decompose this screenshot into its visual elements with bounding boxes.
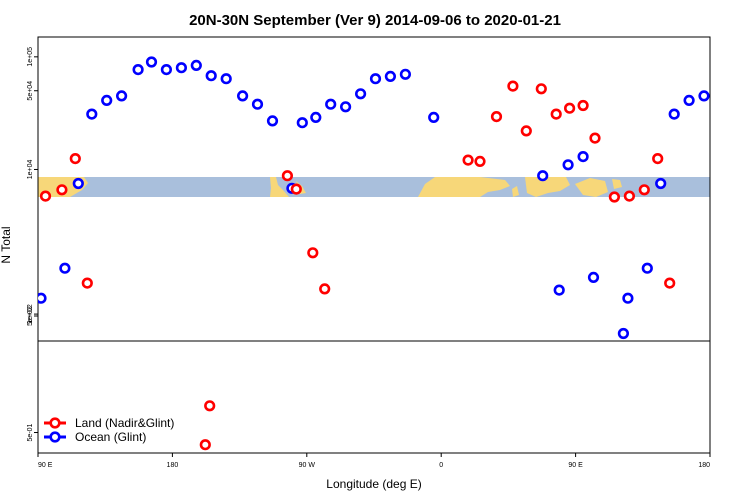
ocean-point <box>310 111 322 123</box>
ocean-point <box>325 98 337 110</box>
land-point <box>535 83 547 95</box>
ocean-point <box>132 63 144 76</box>
land-point <box>577 99 589 112</box>
ocean-point <box>355 88 367 100</box>
legend-swatch-ocean-marker <box>49 431 61 443</box>
ocean-point <box>72 177 84 190</box>
land-point <box>39 190 52 202</box>
ocean-point <box>296 117 308 129</box>
land-point <box>69 153 81 165</box>
ocean-point <box>101 94 113 106</box>
land-point <box>638 184 650 196</box>
plot-frame <box>37 36 711 454</box>
x-tick-label: 90 E <box>568 462 583 469</box>
y-tick-label: 1e+02 <box>27 304 34 324</box>
land-point <box>204 400 216 412</box>
ocean-point <box>160 63 172 76</box>
ocean-point <box>369 73 382 85</box>
ocean-point <box>205 70 217 82</box>
map-ocean <box>38 177 710 197</box>
ocean-point <box>617 327 630 340</box>
ocean-point <box>251 98 264 110</box>
ocean-point <box>428 111 440 123</box>
ocean-point <box>683 94 695 106</box>
data-points <box>38 56 750 451</box>
land-point <box>664 277 676 289</box>
land-point <box>462 154 474 166</box>
legend-swatch-land-marker <box>49 417 61 429</box>
ocean-point <box>59 262 71 274</box>
ocean-point <box>745 65 750 74</box>
chart-title: 20N-30N September (Ver 9) 2014-09-06 to … <box>189 12 561 29</box>
land-point <box>319 283 331 295</box>
land-point <box>608 191 621 203</box>
ocean-point <box>622 292 634 304</box>
y-tick-label: 5e-01 <box>27 423 34 441</box>
ocean-point <box>562 159 574 171</box>
y-tick-label: 5e+04 <box>27 81 34 101</box>
ocean-point <box>553 284 565 296</box>
ocean-point <box>577 151 589 163</box>
ocean-point <box>145 56 158 68</box>
land-point <box>507 80 519 92</box>
land-point <box>56 184 68 196</box>
land-point <box>307 247 319 259</box>
ocean-point <box>190 59 202 72</box>
ocean-point <box>220 73 232 85</box>
x-tick-label: 180 <box>167 462 179 469</box>
ocean-point <box>86 108 98 120</box>
ocean-point <box>175 62 187 74</box>
legend-label-ocean: Ocean (Glint) <box>75 430 146 444</box>
land-point <box>290 183 302 195</box>
land-point <box>199 439 211 451</box>
ocean-point <box>537 170 549 182</box>
ocean-point <box>384 70 397 82</box>
y-axis-title: N Total <box>0 226 13 263</box>
legend: Land (Nadir&Glint) Ocean (Glint) <box>44 416 174 444</box>
ocean-point <box>237 90 249 102</box>
ocean-point <box>115 90 128 102</box>
ocean-point <box>641 262 653 274</box>
legend-label-land: Land (Nadir&Glint) <box>75 416 174 430</box>
land-point <box>652 153 664 165</box>
land-point <box>490 110 503 123</box>
ocean-point <box>698 90 710 102</box>
x-tick-label: 90 W <box>299 462 316 469</box>
land-point <box>281 170 294 182</box>
ocean-point <box>587 271 600 284</box>
x-tick-label: 180 <box>698 462 710 469</box>
x-tick-label: 0 <box>439 462 443 469</box>
world-map-strip <box>38 177 710 197</box>
ocean-point <box>38 292 47 304</box>
y-tick-label: 1e+05 <box>27 47 34 67</box>
x-axis-title: Longitude (deg E) <box>326 477 421 491</box>
land-point <box>623 190 636 202</box>
ocean-point <box>715 65 724 74</box>
land-point <box>550 108 562 120</box>
x-tick-label: 90 E <box>38 462 53 469</box>
land-point <box>520 125 532 137</box>
land-point <box>563 102 576 114</box>
land-point <box>81 277 93 289</box>
ocean-point <box>266 115 279 127</box>
y-tick-label: 5e+02 <box>27 306 34 326</box>
ocean-point <box>730 58 739 67</box>
map-land <box>38 177 622 197</box>
ocean-point <box>668 108 680 120</box>
ocean-point <box>655 177 667 190</box>
ocean-point <box>340 101 352 113</box>
legend-entry-ocean: Ocean (Glint) <box>44 430 146 444</box>
land-point <box>589 132 601 144</box>
ocean-point <box>399 68 412 80</box>
land-point <box>474 155 486 167</box>
legend-entry-land: Land (Nadir&Glint) <box>44 416 174 430</box>
y-tick-label: 1e+04 <box>27 160 34 180</box>
